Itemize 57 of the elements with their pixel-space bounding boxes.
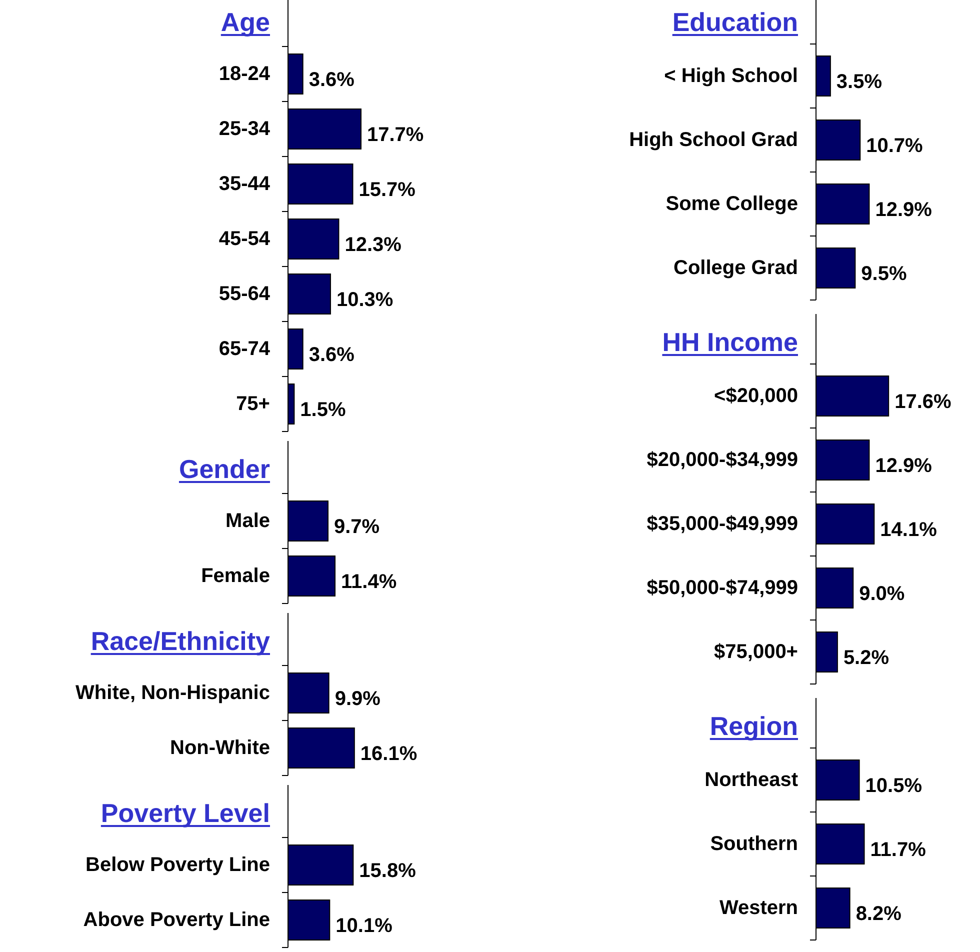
chart-title: Age — [220, 7, 270, 37]
y-tick-label: $75,000+ — [714, 641, 798, 663]
data-label: 5.2% — [843, 647, 890, 669]
y-tick-label: 25-34 — [218, 118, 271, 140]
y-tick-label: Some College — [666, 193, 798, 215]
y-tick-label: 35-44 — [218, 173, 271, 195]
data-label: 16.1% — [360, 743, 418, 765]
data-label: 9.5% — [861, 263, 907, 285]
data-label: 11.7% — [870, 839, 926, 861]
data-label: 9.7% — [334, 516, 380, 538]
data-label: 9.0% — [859, 583, 905, 605]
y-tick-label: Southern — [710, 833, 798, 855]
y-tick-label: 55-64 — [218, 283, 271, 305]
data-label: 3.5% — [836, 71, 882, 93]
data-label: 12.9% — [875, 455, 932, 477]
y-tick-label: 75+ — [236, 393, 270, 415]
data-label: 10.7% — [866, 135, 924, 157]
y-tick-label: 18-24 — [218, 63, 271, 85]
data-label: 12.9% — [875, 199, 932, 221]
data-label: 14.1% — [880, 519, 938, 541]
data-label: 10.1% — [336, 915, 393, 937]
chart-title: Gender — [178, 454, 270, 484]
y-tick-label: <$20,000 — [714, 385, 798, 407]
y-tick-label: High School Grad — [629, 129, 798, 151]
y-tick-label: < High School — [664, 65, 798, 87]
data-label: 10.5% — [865, 775, 922, 797]
y-tick-label: Northeast — [704, 769, 798, 791]
data-label: 9.9% — [334, 688, 381, 710]
y-tick-label: College Grad — [674, 257, 798, 279]
y-tick-label: Female — [201, 565, 270, 587]
y-tick-label: 65-74 — [218, 338, 271, 360]
y-tick-label: Below Poverty Line — [86, 854, 270, 876]
chart-title: Poverty Level — [100, 798, 270, 828]
chart-title: Race/Ethnicity — [90, 626, 271, 656]
data-label: 11.4% — [341, 571, 397, 593]
data-label: 3.6% — [308, 69, 355, 91]
y-tick-label: Western — [719, 897, 798, 919]
text: HH Income — [662, 327, 798, 357]
y-tick-label: Male — [226, 510, 270, 532]
data-label: 1.5% — [300, 399, 346, 421]
data-label: 17.6% — [894, 391, 952, 413]
data-label: 8.2% — [856, 903, 902, 925]
y-tick-label: $50,000-$74,999 — [646, 577, 798, 599]
data-label: 12.3% — [344, 234, 402, 256]
y-tick-label: Above Poverty Line — [83, 909, 270, 931]
data-label: 15.7% — [358, 179, 416, 201]
y-tick-label: Non-White — [170, 737, 270, 759]
data-label: 3.6% — [308, 344, 355, 366]
y-tick-label: $20,000-$34,999 — [646, 449, 798, 471]
text: Region — [710, 711, 798, 741]
y-tick-label: 45-54 — [218, 228, 271, 250]
data-label: 10.3% — [336, 289, 394, 311]
y-tick-label: $35,000-$49,999 — [646, 513, 798, 535]
text: Education — [672, 7, 798, 37]
data-label: 15.8% — [359, 860, 416, 882]
data-label: 17.7% — [367, 124, 424, 146]
y-tick-label: White, Non-Hispanic — [76, 682, 270, 704]
